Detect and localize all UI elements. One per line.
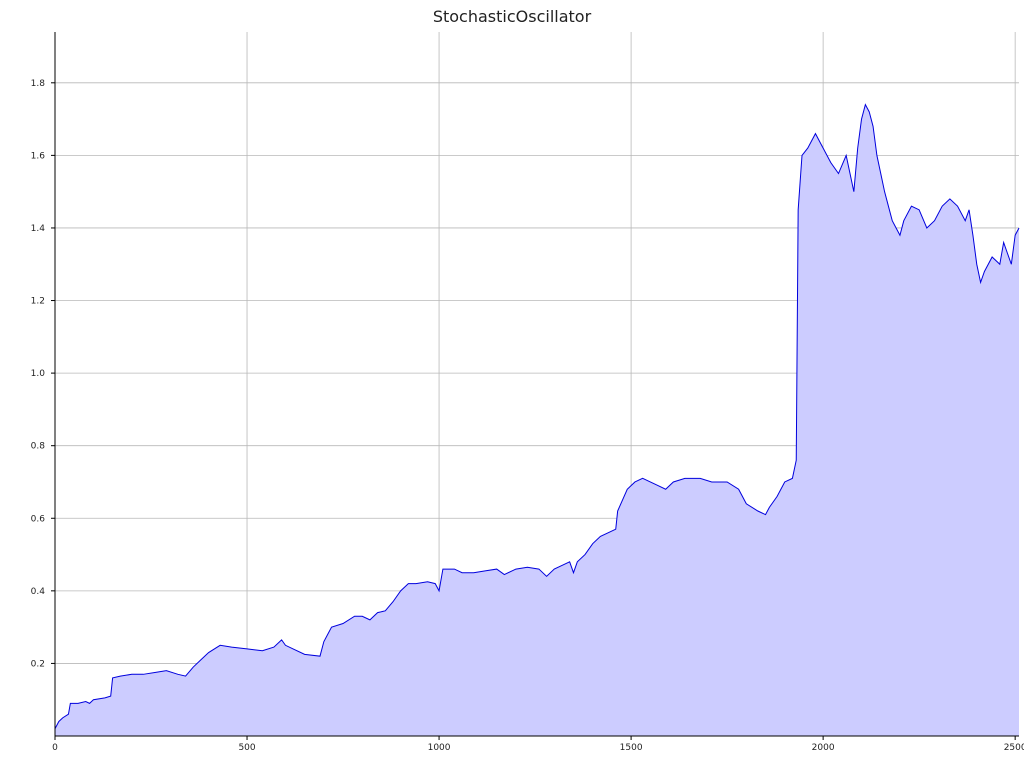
x-tick-label: 0 (52, 743, 58, 753)
chart-title: StochasticOscillator (432, 7, 592, 26)
x-tick-label: 2000 (812, 743, 835, 753)
y-tick-label: 1.6 (31, 151, 46, 161)
y-tick-label: 0.8 (31, 442, 46, 452)
series-area (55, 104, 1019, 736)
x-tick-label: 2500 (1004, 743, 1024, 753)
y-tick-label: 1.0 (31, 369, 46, 379)
y-tick-label: 0.4 (31, 587, 46, 597)
y-tick-label: 1.2 (31, 297, 45, 307)
x-tick-label: 1500 (620, 743, 643, 753)
y-tick-label: 1.8 (31, 79, 46, 89)
x-tick-label: 500 (238, 743, 255, 753)
x-tick-label: 1000 (428, 743, 451, 753)
series-line (54, 103, 1020, 729)
y-tick-label: 0.6 (31, 514, 46, 524)
y-tick-label: 0.2 (31, 659, 45, 669)
y-tick-label: 1.4 (31, 224, 46, 234)
